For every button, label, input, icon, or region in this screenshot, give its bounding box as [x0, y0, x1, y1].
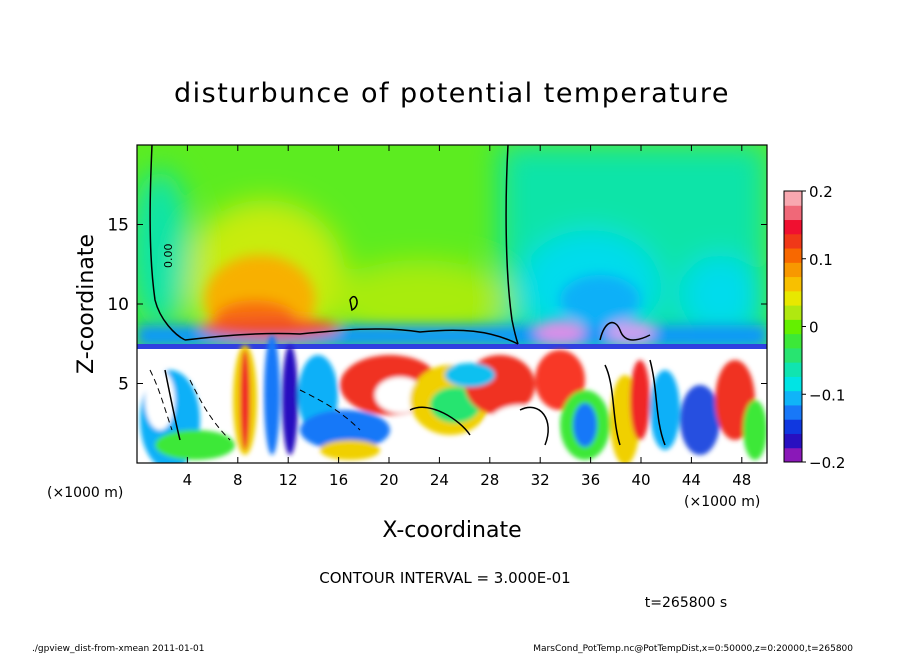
colorbar-tick-label: 0.2 [809, 183, 833, 201]
colorbar-swatch [784, 305, 802, 320]
x-axis: 4 8 12 16 20 24 28 32 36 40 44 48 [183, 145, 751, 489]
colorbar-swatch [784, 262, 802, 278]
chart-title: disturbunce of potential temperature [174, 78, 730, 109]
x-axis-label: X-coordinate [382, 518, 521, 543]
colorbar-tick-label: 0 [809, 319, 819, 337]
colorbar-swatch [784, 433, 802, 449]
y-axis: 5 10 15 [107, 216, 767, 395]
colorbar-swatch [784, 319, 802, 335]
x-tick-label: 16 [329, 471, 348, 489]
x-unit-left: (×1000 m) [47, 485, 123, 501]
heatmap-field [137, 145, 767, 463]
x-tick-label: 48 [732, 471, 751, 489]
colorbar-swatch [784, 276, 802, 292]
colorbar-swatch [784, 219, 802, 235]
x-unit-right: (×1000 m) [684, 494, 760, 510]
contour-label: 0.00 [162, 244, 175, 269]
colorbar: 0.2 0.1 0 −0.1 −0.2 [784, 183, 845, 472]
x-tick-label: 4 [183, 471, 193, 489]
colorbar-swatch [784, 248, 802, 263]
colorbar-frame [783, 190, 803, 463]
contour-interval: CONTOUR INTERVAL = 3.000E-01 [319, 569, 570, 587]
time-label: t=265800 s [645, 595, 727, 611]
footer-right: MarsCond_PotTemp.nc@PotTempDist,x=0:5000… [533, 644, 853, 654]
y-tick-label: 10 [107, 295, 129, 315]
colorbar-swatch [784, 419, 802, 434]
x-tick-label: 36 [581, 471, 600, 489]
y-axis-label: Z-coordinate [74, 234, 99, 374]
x-tick-label: 12 [279, 471, 298, 489]
colorbar-swatch [784, 447, 802, 463]
x-tick-label: 8 [233, 471, 243, 489]
colorbar-swatch [784, 376, 802, 392]
x-tick-label: 40 [631, 471, 650, 489]
footer-left: ./gpview_dist-from-xmean 2011-01-01 [32, 644, 204, 654]
y-tick-label: 5 [118, 375, 129, 395]
x-tick-label: 24 [430, 471, 449, 489]
x-tick-label: 20 [379, 471, 398, 489]
x-tick-label: 28 [480, 471, 499, 489]
colorbar-swatch [784, 390, 802, 406]
colorbar-swatch [784, 290, 802, 306]
colorbar-swatch [784, 404, 802, 420]
colorbar-swatch [784, 347, 802, 363]
colorbar-tick-label: 0.1 [809, 251, 833, 269]
y-tick-label: 15 [107, 216, 129, 236]
colorbar-swatch [784, 333, 802, 349]
x-tick-label: 44 [682, 471, 701, 489]
colorbar-tick-label: −0.1 [809, 386, 845, 404]
x-tick-label: 32 [531, 471, 550, 489]
colorbar-swatch [784, 362, 802, 377]
colorbar-tick-label: −0.2 [809, 454, 845, 472]
colorbar-swatch [784, 205, 802, 221]
colorbar-swatch [784, 233, 802, 249]
colorbar-swatch [784, 191, 802, 206]
